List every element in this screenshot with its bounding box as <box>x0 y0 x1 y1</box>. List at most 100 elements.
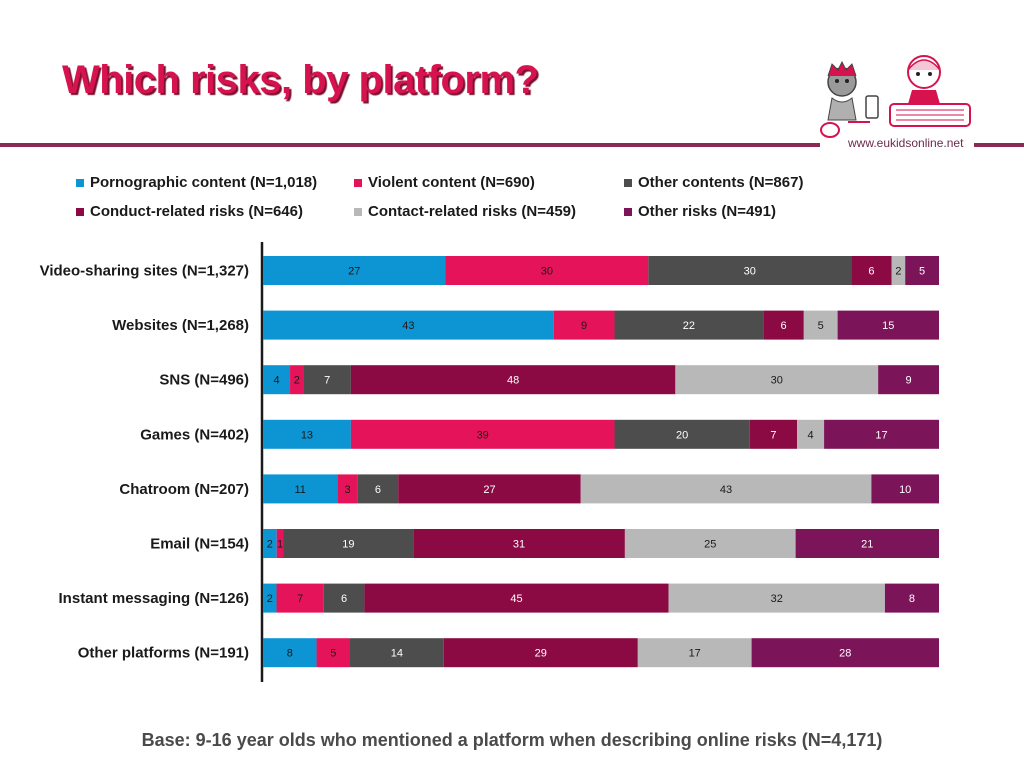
data-label: 20 <box>676 429 688 441</box>
data-label: 13 <box>301 429 313 441</box>
legend-label: Violent content (N=690) <box>368 174 535 191</box>
data-label: 1 <box>277 539 283 551</box>
bar-segment <box>905 256 939 285</box>
bar-segment <box>884 583 939 613</box>
category-label: Other platforms (N=191) <box>78 645 249 662</box>
bar-segment <box>891 256 906 285</box>
data-label: 30 <box>744 266 756 278</box>
category-label: Instant messaging (N=126) <box>59 590 249 607</box>
bar-segment <box>795 529 939 558</box>
bar-segment <box>350 638 444 668</box>
data-label: 32 <box>771 593 783 605</box>
category-label: Video-sharing sites (N=1,327) <box>40 263 249 280</box>
legend-swatch <box>624 178 632 187</box>
data-label: 39 <box>477 429 489 441</box>
bar-segment <box>668 583 885 613</box>
data-label: 8 <box>287 648 293 660</box>
eukidsonline-logo <box>812 40 982 145</box>
bar-segment <box>263 474 338 504</box>
legend-swatch <box>624 207 632 216</box>
bar-segment <box>263 638 317 668</box>
category-label: Chatroom (N=207) <box>119 481 249 498</box>
data-label: 7 <box>770 429 776 441</box>
data-label: 5 <box>919 266 925 278</box>
legend-label: Other risks (N=491) <box>638 203 776 220</box>
bar-segment <box>276 583 324 613</box>
bar-segment <box>614 310 764 340</box>
data-label: 7 <box>297 593 303 605</box>
bar-segment <box>443 638 638 668</box>
bar-segment <box>263 256 446 285</box>
legend-label: Conduct-related risks (N=646) <box>90 203 303 220</box>
data-label: 29 <box>535 648 547 660</box>
data-label: 3 <box>344 484 350 496</box>
data-label: 17 <box>689 648 701 660</box>
data-label: 22 <box>683 320 695 332</box>
bar-segment <box>763 310 804 340</box>
legend-swatch <box>354 207 362 216</box>
data-label: 17 <box>875 429 887 441</box>
bar-segment <box>350 419 615 449</box>
legend-swatch <box>354 178 362 187</box>
kids-logo-icon <box>820 55 971 138</box>
data-label: 10 <box>899 484 911 496</box>
data-label: 31 <box>513 539 525 551</box>
data-label: 25 <box>704 539 716 551</box>
bar-segment <box>837 310 939 340</box>
legend-item-violent: Violent content (N=690) <box>354 174 535 191</box>
bar-segment <box>803 310 838 340</box>
page-title: Which risks, by platform? <box>62 58 539 102</box>
bar-segment <box>878 365 939 395</box>
data-label: 7 <box>324 375 330 387</box>
bar-segment <box>553 310 615 340</box>
stacked-bar-chart: Video-sharing sites (N=1,327) 27 30 30 6 2 5We… <box>40 242 939 682</box>
data-label: 21 <box>861 539 873 551</box>
title-divider <box>0 143 820 147</box>
data-label: 48 <box>507 375 519 387</box>
data-label: 43 <box>720 484 732 496</box>
data-label: 4 <box>273 375 279 387</box>
data-label: 6 <box>375 484 381 496</box>
bar-segment <box>357 474 399 504</box>
data-label: 11 <box>294 484 305 496</box>
bar-segment <box>445 256 649 285</box>
legend-item-conduct: Conduct-related risks (N=646) <box>76 203 303 220</box>
data-label: 2 <box>267 539 273 551</box>
data-label: 9 <box>906 375 912 387</box>
legend-label: Contact-related risks (N=459) <box>368 203 576 220</box>
bar-segment <box>648 256 852 285</box>
bar-segment <box>323 583 365 613</box>
bar-segment <box>337 474 358 504</box>
bar-segment <box>263 419 351 449</box>
bar-segment <box>276 529 284 558</box>
legend-item-other-contents: Other contents (N=867) <box>624 174 803 191</box>
bar-segment <box>413 529 625 558</box>
data-label: 30 <box>771 375 783 387</box>
bar-segment <box>263 529 277 558</box>
title-divider-right <box>974 143 1024 147</box>
data-label: 43 <box>402 320 414 332</box>
data-label: 15 <box>882 320 894 332</box>
bar-segment <box>398 474 581 504</box>
bar-segment <box>283 529 414 558</box>
data-label: 14 <box>391 648 403 660</box>
bar-segment <box>580 474 872 504</box>
bar-segment <box>749 419 798 449</box>
chart-legend: Pornographic content (N=1,018) Violent c… <box>76 170 856 230</box>
bar-segment <box>290 365 304 395</box>
bar-segment <box>263 583 277 613</box>
data-label: 2 <box>294 375 300 387</box>
data-label: 5 <box>818 320 824 332</box>
data-label: 2 <box>267 593 273 605</box>
legend-item-contact: Contact-related risks (N=459) <box>354 203 576 220</box>
data-label: 6 <box>341 593 347 605</box>
data-label: 27 <box>483 484 495 496</box>
legend-swatch <box>76 178 84 187</box>
data-label: 19 <box>342 539 354 551</box>
data-label: 45 <box>510 593 522 605</box>
bar-segment <box>824 419 939 449</box>
data-label: 4 <box>807 429 813 441</box>
legend-item-pornographic: Pornographic content (N=1,018) <box>76 174 317 191</box>
bar-segment <box>624 529 796 558</box>
bar-segment <box>797 419 825 449</box>
